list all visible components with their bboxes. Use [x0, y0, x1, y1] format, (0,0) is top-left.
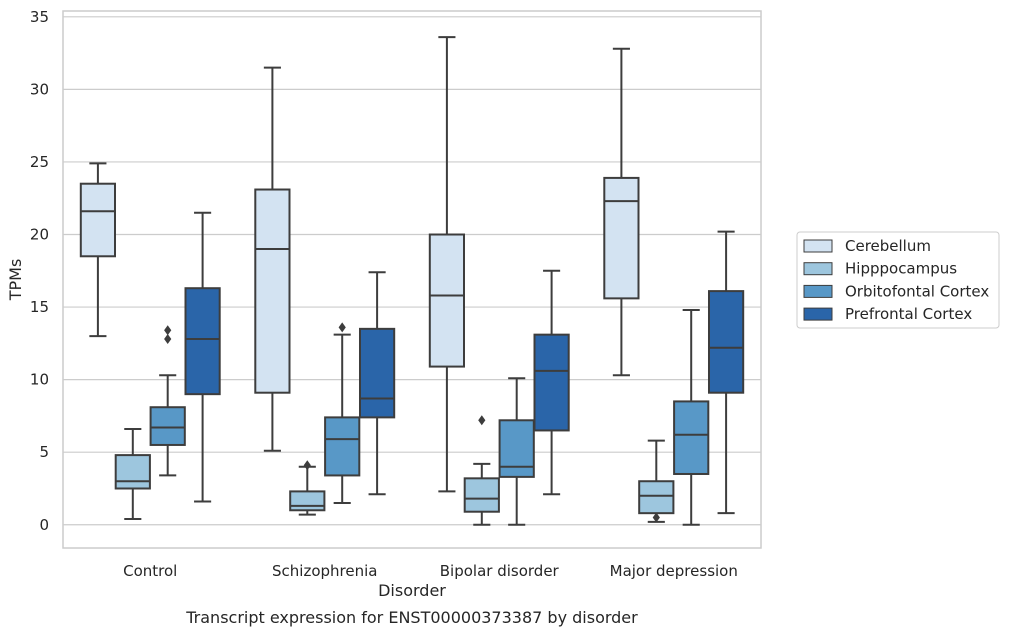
box-iqr [707, 290, 745, 394]
y-axis-title: TPMs [6, 259, 25, 302]
y-tick-label: 15 [30, 298, 49, 316]
legend-label: Orbitofontal Cortex [845, 282, 989, 300]
box-iqr [603, 176, 640, 300]
outlier-point [478, 415, 486, 426]
box-iqr [463, 477, 500, 513]
box-iqr [358, 327, 396, 419]
legend: Cerebellum Hipppocampus Orbitofontal Corte… [796, 231, 1000, 329]
legend-swatch [803, 239, 833, 253]
legend-label: Hipppocampus [845, 260, 957, 278]
x-tick-label: Control [123, 562, 177, 580]
y-tick-labels: 0 5 10 15 20 25 30 35 [30, 8, 49, 534]
box-group [428, 36, 466, 493]
x-tick-labels: Control Schizophrenia Bipolar disorder Majo… [123, 562, 738, 580]
box-iqr [114, 454, 151, 490]
outlier-point [303, 460, 311, 471]
box-group [184, 211, 221, 503]
y-tick-label: 5 [39, 443, 49, 461]
x-tick-label: Major depression [610, 562, 738, 580]
legend-swatch [803, 284, 833, 298]
legend-frame [796, 231, 1000, 329]
outlier-point [164, 325, 172, 336]
box-iqr [149, 406, 186, 446]
plot-frame [62, 10, 762, 549]
y-tick-label: 30 [30, 80, 49, 98]
box-group [79, 162, 117, 338]
box-group [149, 325, 186, 477]
box-group [289, 460, 326, 516]
chart-caption: Transcript expression for ENST0000037338… [185, 608, 638, 627]
box-iqr [533, 333, 570, 432]
x-tick-label: Schizophrenia [272, 562, 377, 580]
box-group [603, 47, 640, 377]
y-tick-label: 35 [30, 8, 49, 26]
box-group [498, 377, 535, 526]
box-group [114, 427, 151, 520]
box-group [358, 271, 396, 496]
grid-lines [63, 16, 761, 526]
legend-swatch [803, 262, 833, 276]
box-group [533, 269, 570, 496]
legend-label: Cerebellum [845, 237, 931, 255]
outlier-point [164, 334, 172, 345]
box-group [324, 322, 361, 505]
box-plots [79, 36, 745, 526]
box-group [638, 439, 675, 523]
y-tick-label: 0 [39, 516, 49, 534]
y-tick-label: 25 [30, 153, 49, 171]
box-group [673, 308, 710, 526]
x-axis-title: Disorder [378, 581, 446, 600]
box-iqr [79, 182, 117, 258]
box-iqr [638, 480, 675, 515]
box-iqr [254, 188, 291, 394]
outlier-point [652, 512, 660, 523]
legend-swatch [803, 307, 833, 321]
legend-label: Prefrontal Cortex [845, 305, 972, 323]
box-iqr [428, 233, 466, 368]
box-iqr [289, 490, 326, 512]
outlier-point [338, 322, 346, 333]
box-iqr [673, 400, 710, 475]
box-group [707, 230, 745, 515]
x-tick-label: Bipolar disorder [440, 562, 560, 580]
box-group [254, 66, 291, 452]
y-tick-label: 10 [30, 371, 49, 389]
box-iqr [184, 287, 221, 396]
box-iqr [324, 416, 361, 477]
y-tick-label: 20 [30, 226, 49, 244]
box-iqr [498, 419, 535, 478]
box-group [463, 415, 500, 526]
